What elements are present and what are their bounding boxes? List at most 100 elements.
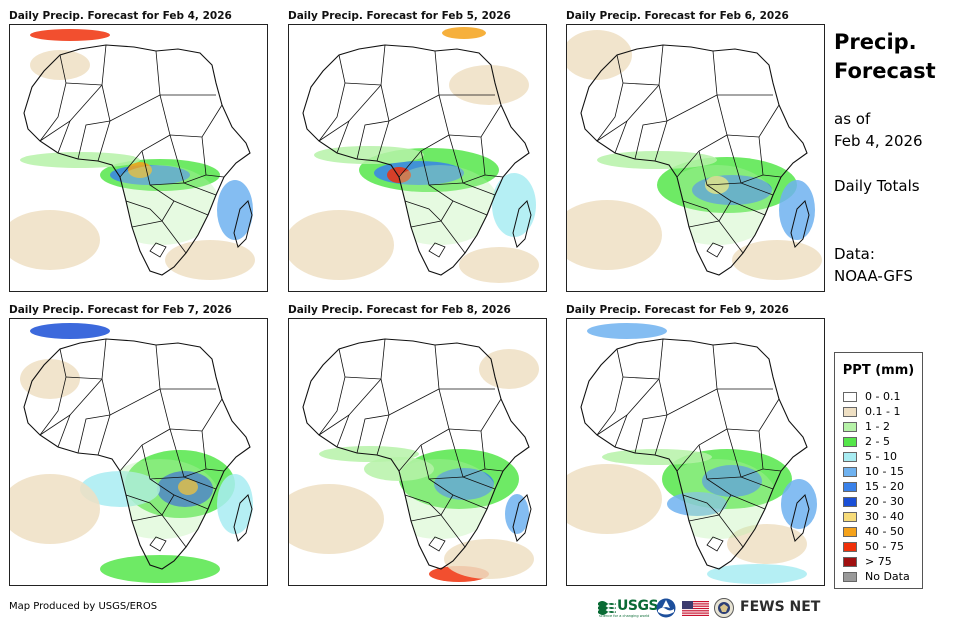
legend-items: 0 - 0.1 0.1 - 1 1 - 2 2 - 5 5 - 10 10 - 15 15 … bbox=[843, 389, 910, 584]
madagascar-outline bbox=[512, 200, 532, 248]
precip-map-image bbox=[289, 27, 539, 283]
usgs-logo-text: USGS bbox=[617, 598, 659, 614]
legend-item: 50 - 75 bbox=[843, 539, 910, 554]
as-of-value: Feb 4, 2026 bbox=[834, 132, 923, 150]
legend-swatch bbox=[843, 436, 857, 447]
precip-fields bbox=[10, 29, 255, 280]
madagascar-outline bbox=[790, 494, 810, 542]
legend-label: 0.1 - 1 bbox=[865, 405, 901, 418]
forecast-panel-feb-4: Daily Precip. Forecast for Feb 4, 2026 bbox=[9, 10, 268, 292]
product-title-line2: Forecast bbox=[834, 59, 936, 83]
country-borders bbox=[39, 44, 225, 258]
panel-title: Daily Precip. Forecast for Feb 8, 2026 bbox=[288, 304, 511, 316]
legend-label: 5 - 10 bbox=[865, 450, 897, 463]
legend-swatch bbox=[843, 571, 857, 582]
legend-item: 2 - 5 bbox=[843, 434, 910, 449]
legend-item: 1 - 2 bbox=[843, 419, 910, 434]
usgs-logo-icon bbox=[598, 601, 616, 615]
legend-swatch bbox=[843, 391, 857, 402]
legend-label: 20 - 30 bbox=[865, 495, 904, 508]
coastline bbox=[302, 338, 530, 570]
precip-fields bbox=[10, 323, 253, 583]
legend-label: 40 - 50 bbox=[865, 525, 904, 538]
product-title-line1: Precip. bbox=[834, 30, 917, 54]
legend-item: No Data bbox=[843, 569, 910, 584]
legend-swatch bbox=[843, 511, 857, 522]
precip-map bbox=[9, 318, 268, 586]
precip-map-image bbox=[289, 338, 539, 582]
legend-label: 10 - 15 bbox=[865, 465, 904, 478]
usgs-tagline: science for a changing world bbox=[599, 614, 650, 618]
precip-map-image bbox=[10, 323, 253, 583]
legend-label: 15 - 20 bbox=[865, 480, 904, 493]
us-flag-icon bbox=[682, 601, 709, 616]
as-of-date: as of Feb 4, 2026 bbox=[834, 108, 923, 152]
precip-map bbox=[566, 318, 825, 586]
forecast-panel-feb-9: Daily Precip. Forecast for Feb 9, 2026 bbox=[566, 304, 825, 586]
legend-label: 1 - 2 bbox=[865, 420, 890, 433]
legend-item: 10 - 15 bbox=[843, 464, 910, 479]
legend-item: 40 - 50 bbox=[843, 524, 910, 539]
forecast-panel-feb-5: Daily Precip. Forecast for Feb 5, 2026 bbox=[288, 10, 547, 292]
legend-item: 0 - 0.1 bbox=[843, 389, 910, 404]
panel-title: Daily Precip. Forecast for Feb 5, 2026 bbox=[288, 10, 511, 22]
as-of-label: as of bbox=[834, 110, 871, 128]
legend-swatch bbox=[843, 421, 857, 432]
legend-title: PPT (mm) bbox=[842, 363, 915, 378]
legend-swatch bbox=[843, 406, 857, 417]
madagascar-outline bbox=[233, 200, 253, 248]
legend-label: 30 - 40 bbox=[865, 510, 904, 523]
legend-label: 50 - 75 bbox=[865, 540, 904, 553]
legend-item: 0.1 - 1 bbox=[843, 404, 910, 419]
country-borders bbox=[596, 44, 782, 258]
forecast-panel-feb-6: Daily Precip. Forecast for Feb 6, 2026 bbox=[566, 10, 825, 292]
coastline bbox=[580, 338, 808, 570]
legend-item: 15 - 20 bbox=[843, 479, 910, 494]
precip-map bbox=[288, 318, 547, 586]
country-borders bbox=[318, 44, 504, 258]
legend-label: 0 - 0.1 bbox=[865, 390, 901, 403]
legend-swatch bbox=[843, 496, 857, 507]
precip-map bbox=[288, 24, 547, 292]
fews-net-logo-text: FEWS NET bbox=[740, 599, 821, 615]
precip-map bbox=[9, 24, 268, 292]
precip-fields bbox=[289, 27, 539, 283]
precip-fields bbox=[567, 323, 817, 584]
data-source: Data: NOAA-GFS bbox=[834, 243, 913, 287]
precip-map-image bbox=[10, 29, 255, 280]
data-source-label: Data: bbox=[834, 245, 875, 263]
legend-item: 30 - 40 bbox=[843, 509, 910, 524]
state-department-seal-icon bbox=[714, 598, 734, 618]
precip-map bbox=[566, 24, 825, 292]
legend-label: > 75 bbox=[865, 555, 892, 568]
panel-title: Daily Precip. Forecast for Feb 6, 2026 bbox=[566, 10, 789, 22]
panel-title: Daily Precip. Forecast for Feb 4, 2026 bbox=[9, 10, 232, 22]
legend-swatch bbox=[843, 481, 857, 492]
legend-swatch bbox=[843, 556, 857, 567]
legend-item: 20 - 30 bbox=[843, 494, 910, 509]
country-borders bbox=[596, 338, 782, 552]
legend-label: No Data bbox=[865, 570, 910, 583]
panel-title: Daily Precip. Forecast for Feb 7, 2026 bbox=[9, 304, 232, 316]
coastline bbox=[302, 44, 530, 276]
precip-map-image bbox=[567, 323, 817, 584]
coastline bbox=[23, 44, 251, 276]
legend-swatch bbox=[843, 466, 857, 477]
daily-totals-label: Daily Totals bbox=[834, 177, 920, 195]
product-title: Precip. Forecast bbox=[834, 28, 954, 86]
madagascar-outline bbox=[512, 494, 532, 542]
map-credit: Map Produced by USGS/EROS bbox=[9, 601, 158, 612]
data-source-value: NOAA-GFS bbox=[834, 267, 913, 285]
noaa-logo-icon bbox=[656, 598, 676, 618]
legend-item: > 75 bbox=[843, 554, 910, 569]
coastline bbox=[23, 338, 251, 570]
precip-legend: PPT (mm) 0 - 0.1 0.1 - 1 1 - 2 2 - 5 5 - 10 1… bbox=[834, 352, 923, 589]
forecast-panel-feb-7: Daily Precip. Forecast for Feb 7, 2026 bbox=[9, 304, 268, 586]
legend-swatch bbox=[843, 541, 857, 552]
forecast-panel-feb-8: Daily Precip. Forecast for Feb 8, 2026 bbox=[288, 304, 547, 586]
country-borders bbox=[39, 338, 225, 552]
panel-title: Daily Precip. Forecast for Feb 9, 2026 bbox=[566, 304, 789, 316]
partner-logos: USGS science for a changing world FEWS N… bbox=[598, 598, 828, 620]
madagascar-outline bbox=[233, 494, 253, 542]
country-borders bbox=[318, 338, 504, 552]
